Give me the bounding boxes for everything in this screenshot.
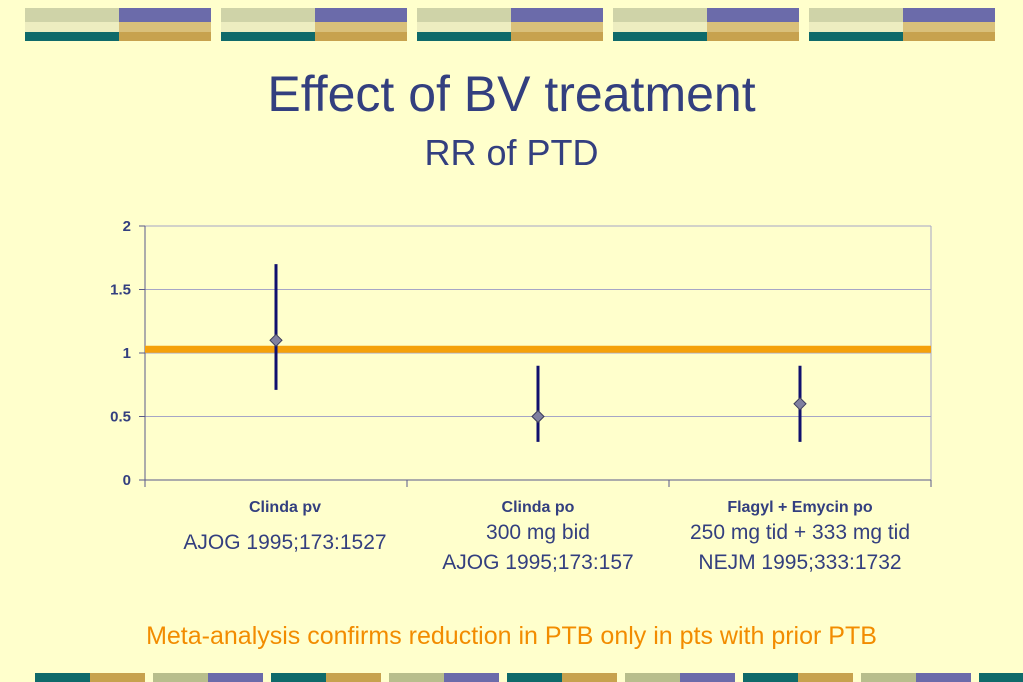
x-tick-label: Clinda pv [248,499,321,516]
deco-tile [707,8,799,22]
deco-tile [511,22,603,32]
deco-tile [208,673,263,682]
slide-subtitle: RR of PTD [424,132,599,173]
deco-tile [271,673,326,682]
deco-tile [25,22,119,32]
dose-line: 300 mg bid [486,521,590,544]
deco-tile [903,22,995,32]
deco-tile [315,8,407,22]
deco-tile [119,8,211,22]
data-point-marker [531,409,545,424]
deco-tile [119,22,211,32]
deco-tile [903,32,995,41]
category-block-flagyl-emycin-po: Flagyl + Emycin po 250 mg tid + 333 mg t… [662,498,938,578]
deco-tile [613,22,707,32]
deco-tile [25,8,119,22]
top-decorative-band [25,8,995,41]
deco-tile [707,32,799,41]
deco-tile [221,32,315,41]
category-block-clinda-pv: Clinda pv AJOG 1995;173:1527 [140,498,430,558]
footer-note: Meta-analysis confirms reduction in PTB … [146,622,877,650]
dose-line: 250 mg tid + 333 mg tid [689,521,911,544]
deco-tile [903,8,995,22]
data-point-marker [269,333,283,348]
deco-tile [680,673,735,682]
deco-tile [979,673,1023,682]
deco-tile [35,673,90,682]
deco-tile [511,8,603,22]
deco-tile [809,22,903,32]
deco-tile [153,673,208,682]
deco-tile [25,32,119,41]
deco-tile [315,32,407,41]
deco-tile [119,32,211,41]
x-tick-label: Clinda po [501,499,575,516]
deco-tile [625,673,680,682]
deco-tile [90,673,145,682]
x-tick-label: Flagyl + Emycin po [727,499,873,516]
deco-tile [417,32,511,41]
deco-tile [444,673,499,682]
deco-tile [809,8,903,22]
deco-tile [916,673,971,682]
deco-tile [511,32,603,41]
category-block-clinda-po: Clinda po 300 mg bid AJOG 1995;173:157 [400,498,676,578]
deco-tile [562,673,617,682]
deco-tile [315,22,407,32]
data-point-marker [793,397,807,411]
deco-tile [221,22,315,32]
citation-line: NEJM 1995;333:1732 [698,551,902,574]
deco-tile [326,673,381,682]
deco-tile [417,8,511,22]
deco-tile [798,673,853,682]
citation-line: AJOG 1995;173:1527 [183,531,387,554]
y-tick-label: 1.5 [110,282,131,299]
slide-title: Effect of BV treatment [267,66,756,122]
deco-tile [221,8,315,22]
y-tick-label: 0.5 [110,409,131,426]
deco-tile [389,673,444,682]
deco-tile [861,673,916,682]
citation-line: AJOG 1995;173:157 [442,551,634,574]
y-tick-label: 2 [123,218,131,235]
deco-tile [809,32,903,41]
y-tick-label: 1 [123,345,131,362]
deco-tile [507,673,562,682]
deco-tile [743,673,798,682]
deco-tile [417,22,511,32]
deco-tile [613,8,707,22]
deco-tile [707,22,799,32]
deco-tile [613,32,707,41]
y-tick-label: 0 [123,472,131,489]
